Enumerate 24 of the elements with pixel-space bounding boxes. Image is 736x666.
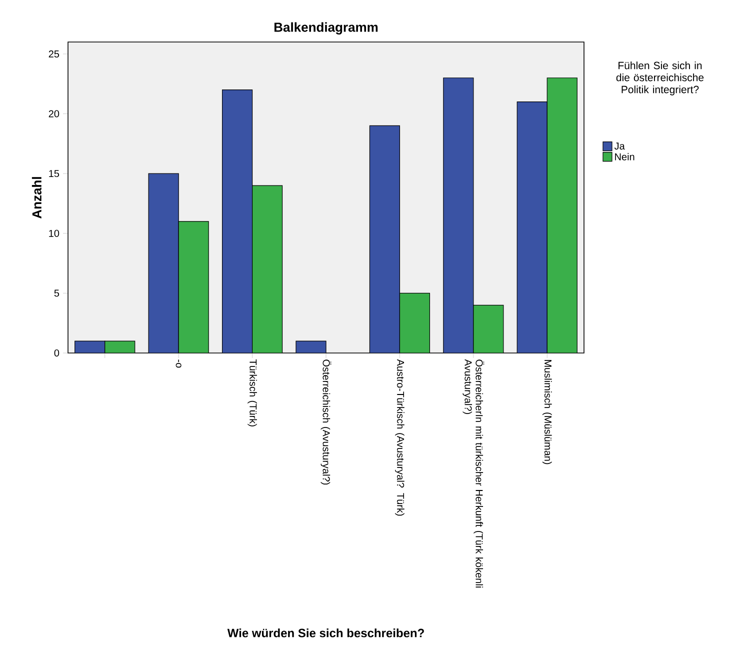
bar — [252, 185, 283, 353]
x-axis-title: Wie würden Sie sich beschreiben? — [227, 628, 424, 638]
x-tick-label: Muslimisch (Müslüman) — [542, 360, 552, 464]
y-tick-label: 25 — [48, 50, 60, 58]
legend-label: Nein — [615, 152, 634, 160]
y-tick-label: 20 — [48, 110, 60, 118]
legend-label: Ja — [614, 142, 625, 150]
y-tick-label: 5 — [54, 290, 60, 297]
bar — [473, 304, 504, 353]
x-tick-label: Türkisch (Türk) — [248, 359, 257, 426]
x-tick-label: -o — [176, 360, 182, 368]
bar — [104, 341, 135, 353]
chart-title: Balkendiagramm — [274, 22, 378, 34]
bar — [546, 78, 578, 353]
x-tick-label: Austro-Türkisch (Avusturyal? Türk) — [395, 359, 404, 516]
x-tick-label: ÖsterreicherIn mit türkischer Herkunft (Türk kökenli Avusturyal?) — [462, 359, 484, 588]
y-tick-label: 10 — [49, 230, 60, 237]
y-axis-title: Anzahl — [32, 177, 42, 218]
x-tick-label: Österreichisch (Avusturyal?) — [320, 360, 332, 485]
bar — [178, 221, 209, 353]
y-tick-label: 0 — [54, 349, 60, 357]
bar — [399, 292, 430, 353]
legend-title: Fühlen Sie sich in die österreichische Politik integriert? — [616, 62, 704, 96]
y-tick-label: 15 — [49, 170, 60, 178]
